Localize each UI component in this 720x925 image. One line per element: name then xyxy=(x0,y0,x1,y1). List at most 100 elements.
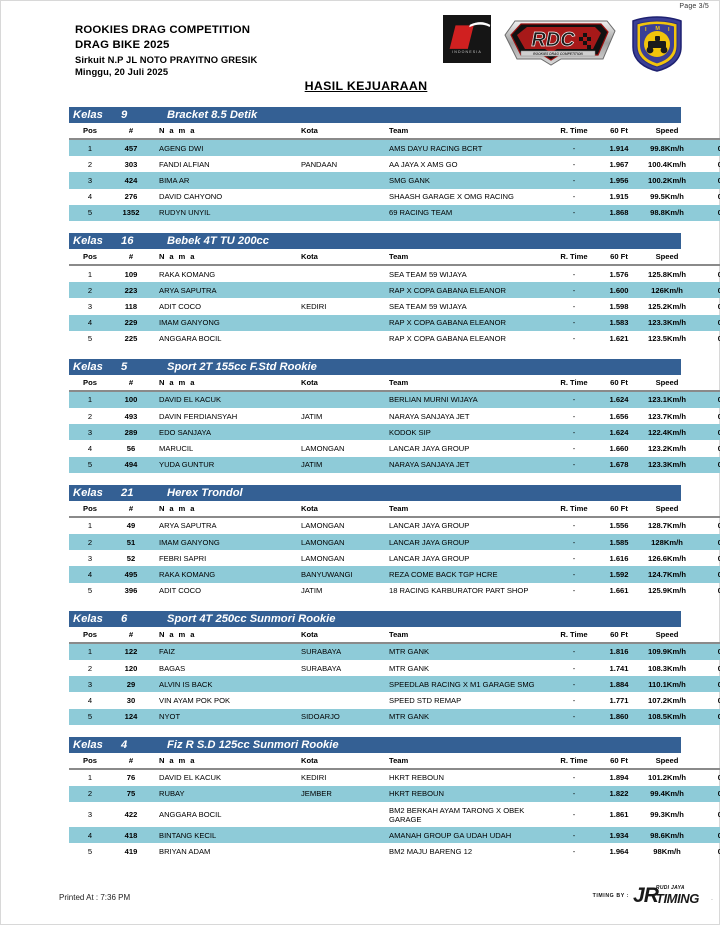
column-header-kota: Kota xyxy=(301,374,389,392)
cell-sixtyft: 1.967 xyxy=(609,159,629,169)
cell-no: 289 xyxy=(111,424,151,441)
cell-team: MTR GANK xyxy=(389,642,549,660)
cell-no: 75 xyxy=(111,785,151,803)
cell-rtime: - xyxy=(572,159,576,169)
cell-kota xyxy=(301,139,389,157)
cell-pos: 3 xyxy=(69,424,111,441)
cell-rtime: - xyxy=(572,301,576,311)
cell-kota xyxy=(301,843,389,859)
cell-kota: JEMBER xyxy=(301,785,389,803)
cell-rtime: - xyxy=(549,139,599,157)
cell-team: LANCAR JAYA GROUP xyxy=(389,521,470,531)
cell-pos: 1 xyxy=(69,390,111,409)
cell-pos: 2 xyxy=(69,282,111,299)
cell-no: 124 xyxy=(111,708,151,725)
cell-rtime: - xyxy=(549,424,599,441)
column-header-pos: Pos xyxy=(69,248,111,266)
result-heading: HASIL KEJUARAAN xyxy=(1,77,720,95)
cell-rtime: - xyxy=(572,695,576,705)
svg-text:RDC: RDC xyxy=(531,29,575,51)
column-header-speed: Speed xyxy=(639,248,695,266)
cell-sixtyft: 1.556 xyxy=(609,521,629,531)
cell-speed: 109.9Km/h xyxy=(639,642,695,660)
cell-sixtyft: 1.915 xyxy=(609,192,629,202)
table-row: 2 493 DAVIN FERDIANSYAH JATIM NARAYA SANJAYA… xyxy=(69,408,720,424)
cell-speed: 126Km/h xyxy=(639,282,695,299)
cell-team: RAP X COPA GABANA ELEANOR xyxy=(389,334,507,344)
cell-time: 08.522 xyxy=(695,172,720,189)
cell-kota xyxy=(301,331,389,347)
cell-team: REZA COME BACK TGP HCRE xyxy=(389,566,549,583)
cell-sixtyft: 1.868 xyxy=(599,204,639,221)
cell-rtime: - xyxy=(549,172,599,189)
imi-logo-icon: I M I xyxy=(631,15,683,73)
class-name: Sport 4T 250cc Sunmori Rookie xyxy=(167,612,336,625)
column-header-pos: Pos xyxy=(69,123,111,140)
cell-rtime: - xyxy=(549,282,599,299)
cell-speed: 99.5Km/h xyxy=(650,192,684,202)
column-header-time: Time xyxy=(695,752,720,770)
cell-kota: JATIM xyxy=(301,586,323,596)
cell-kota: SURABAYA xyxy=(301,663,342,673)
cell-time: 06.867 xyxy=(695,566,720,583)
document-footer: Printed At : 7:36 PM TIMING BY : JR RUDI… xyxy=(1,868,720,908)
column-header-nama: N a m a xyxy=(151,374,301,392)
cell-speed: 108.3Km/h xyxy=(648,663,686,673)
class-label: Kelas xyxy=(73,738,103,751)
cell-sixtyft: 1.884 xyxy=(599,676,639,693)
cell-pos: 5 xyxy=(69,204,111,221)
table-row: 5 1352 RUDYN UNYIL 69 RACING TEAM -1.868 98.8… xyxy=(69,204,720,221)
class-block: Kelas 9 Bracket 8.5 Detik Pos # N a m a Kota Te… xyxy=(69,107,720,221)
event-subtitle: DRAG BIKE 2025 xyxy=(75,39,170,52)
cell-time: 07.924 xyxy=(695,708,720,725)
cell-speed: 98.8Km/h xyxy=(639,204,695,221)
cell-rtime: - xyxy=(572,334,576,344)
table-row: 3 52 FEBRI SAPRI LAMONGAN LANCAR JAYA GROUP -… xyxy=(69,550,720,566)
cell-nama: DAVIN FERDIANSYAH xyxy=(159,411,238,421)
cell-sixtyft: 1.616 xyxy=(609,553,629,563)
cell-team: RAP X COPA GABANA ELEANOR xyxy=(389,314,549,331)
table-row: 4 30 VIN AYAM POK POK SPEED STD REMAP - 1.771… xyxy=(69,692,720,708)
column-header-no: # xyxy=(111,500,151,518)
cell-no: 494 xyxy=(111,456,151,473)
cell-pos: 2 xyxy=(87,411,93,421)
cell-pos: 3 xyxy=(87,301,93,311)
cell-time: 08.678 xyxy=(717,847,720,857)
cell-nama: FANDI ALFIAN xyxy=(159,159,210,169)
cell-team: LANCAR JAYA GROUP xyxy=(389,553,470,563)
table-row: 1 76 DAVID EL KACUK KEDIRI HKRT REBOUN - 1.894… xyxy=(69,769,720,786)
class-header: Kelas 16 Bebek 4T TU 200cc xyxy=(69,232,681,249)
class-number: 21 xyxy=(121,486,134,499)
cell-kota: BANYUWANGI xyxy=(301,566,389,583)
column-header-sixtyft: 60 Ft xyxy=(599,752,639,770)
column-header-no: # xyxy=(111,626,151,644)
cell-sixtyft: 1.624 xyxy=(599,424,639,441)
column-header-sixtyft: 60 Ft xyxy=(599,500,639,518)
cell-no: 52 xyxy=(126,553,136,563)
timing-by-label: TIMING BY : xyxy=(592,892,630,899)
cell-time: 07.000 xyxy=(717,444,720,454)
column-header-rtime: R. Time xyxy=(549,500,599,518)
table-row: 1 49 ARYA SAPUTRA LAMONGAN LANCAR JAYA GROUP… xyxy=(69,517,720,534)
cell-rtime: - xyxy=(549,204,599,221)
cell-no: 51 xyxy=(111,534,151,551)
cell-no: 76 xyxy=(126,773,136,783)
column-header-kota: Kota xyxy=(301,626,389,644)
cell-no: 49 xyxy=(126,521,136,531)
cell-rtime: - xyxy=(572,192,576,202)
cell-pos: 2 xyxy=(69,534,111,551)
cell-rtime: - xyxy=(572,847,576,857)
cell-rtime: - xyxy=(549,708,599,725)
cell-no: 424 xyxy=(111,172,151,189)
cell-rtime: - xyxy=(549,676,599,693)
cell-speed: 101.2Km/h xyxy=(648,773,686,783)
cell-no: 276 xyxy=(124,192,138,202)
cell-kota xyxy=(301,827,389,844)
cell-team: MTR GANK xyxy=(389,663,430,673)
cell-kota xyxy=(301,265,389,282)
column-header-kota: Kota xyxy=(301,752,389,770)
cell-kota xyxy=(301,204,389,221)
